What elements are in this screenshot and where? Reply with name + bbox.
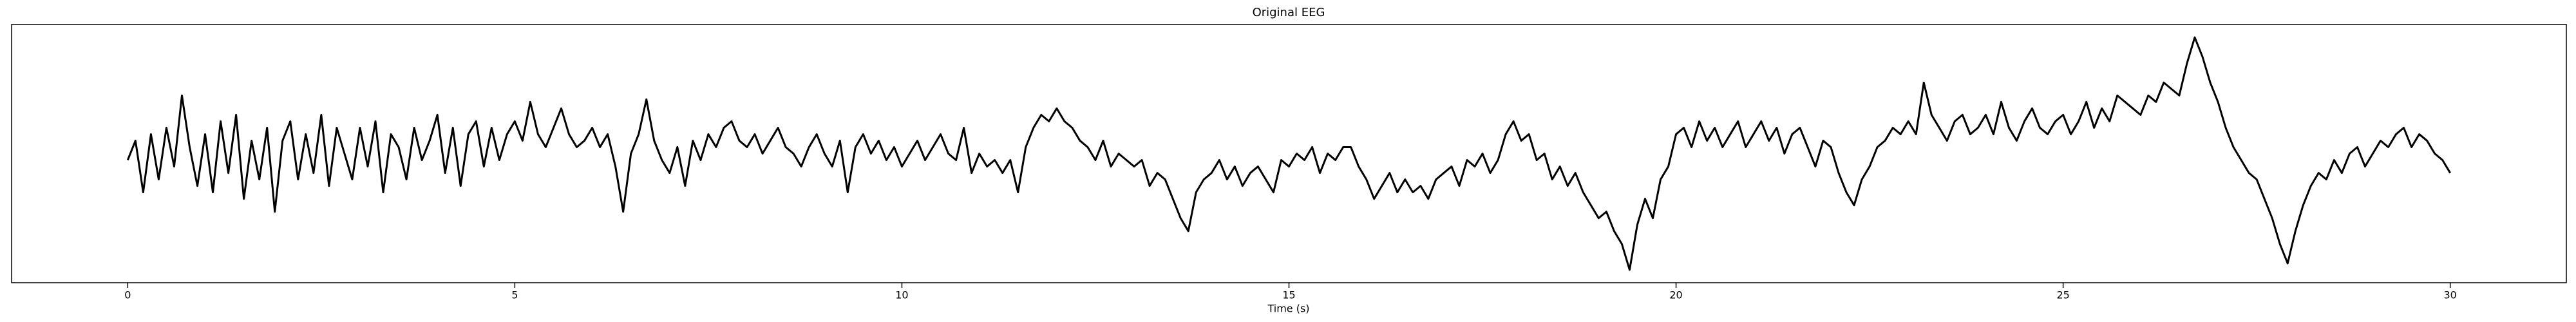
x-tick-label: 25 — [2056, 289, 2069, 301]
chart-title: Original EEG — [1253, 6, 1325, 19]
x-tick-label: 10 — [895, 289, 908, 301]
x-tick-label: 5 — [511, 289, 518, 301]
x-tick-label: 0 — [124, 289, 131, 301]
axes-frame — [11, 24, 2567, 283]
x-tick-label: 30 — [2444, 289, 2457, 301]
x-tick-label: 15 — [1282, 289, 1295, 301]
signal-line — [126, 36, 2451, 271]
x-tick-label: 20 — [1669, 289, 1682, 301]
x-axis-label: Time (s) — [1267, 303, 1309, 315]
